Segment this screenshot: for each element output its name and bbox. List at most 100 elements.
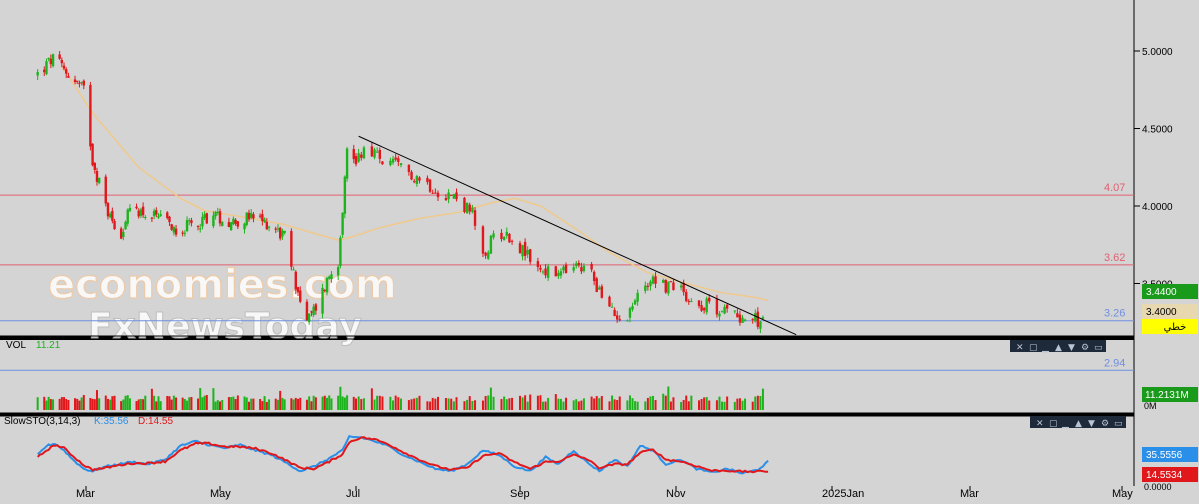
- volume-bar: [352, 396, 355, 410]
- volume-bar: [682, 399, 685, 410]
- candle-down: [431, 192, 434, 194]
- restore-icon[interactable]: ▢: [1049, 419, 1058, 429]
- settings-icon[interactable]: ⚙: [1081, 343, 1089, 353]
- volume-bar: [168, 396, 171, 410]
- volume-bar: [690, 395, 693, 410]
- candle-up: [754, 313, 757, 322]
- candle-down: [669, 281, 673, 283]
- volume-bar: [290, 398, 293, 410]
- volume-bar: [450, 398, 453, 410]
- candle-down: [544, 268, 547, 276]
- candle-down: [418, 177, 421, 181]
- volume-bar: [628, 395, 631, 410]
- close-icon[interactable]: ✕: [1016, 343, 1024, 353]
- volume-bar: [444, 398, 447, 410]
- candle-up: [307, 313, 311, 323]
- volume-bar: [590, 396, 593, 410]
- move-up-icon[interactable]: ▲: [1075, 419, 1082, 429]
- candle-down: [60, 59, 64, 64]
- maximize-icon[interactable]: ▭: [1114, 419, 1123, 429]
- volume-bar: [155, 401, 158, 410]
- volume-value-tag: 11.2131M: [1142, 387, 1198, 402]
- candle-down: [529, 249, 532, 262]
- volume-bar: [170, 399, 173, 410]
- candle-down: [78, 82, 81, 84]
- minimize-icon[interactable]: ▁: [1041, 343, 1050, 353]
- volume-bar: [337, 395, 340, 410]
- volume-bar: [139, 398, 142, 410]
- candle-up: [633, 300, 637, 305]
- volume-bar: [700, 399, 703, 410]
- move-up-icon[interactable]: ▲: [1055, 343, 1062, 353]
- candle-up: [526, 249, 529, 255]
- candle-up: [51, 54, 55, 67]
- volume-bar: [577, 401, 580, 410]
- candle-down: [664, 279, 667, 293]
- time-axis-bg: [0, 486, 1199, 504]
- volume-bar: [718, 396, 721, 410]
- candle-up: [741, 317, 744, 323]
- close-icon[interactable]: ✕: [1036, 419, 1044, 429]
- x-tick-label: Jul: [346, 488, 360, 500]
- volume-bar: [616, 400, 619, 410]
- volume-bar: [500, 399, 503, 410]
- candle-down: [236, 221, 240, 227]
- volume-bar: [751, 401, 754, 410]
- candle-up: [690, 301, 693, 303]
- candle-down: [196, 225, 200, 227]
- volume-pane-toolbar[interactable]: ✕ ▢ ▁ ▲ ▼ ⚙ ▭: [1010, 340, 1106, 353]
- candle-up: [662, 280, 665, 283]
- volume-bar: [756, 395, 759, 410]
- candle-down: [751, 318, 754, 320]
- volume-bar: [328, 395, 331, 410]
- candle-up: [628, 308, 632, 318]
- move-down-icon[interactable]: ▼: [1088, 419, 1095, 429]
- candle-down: [725, 304, 729, 309]
- volume-bar: [664, 395, 667, 410]
- volume-bar: [654, 399, 657, 410]
- volume-bar: [150, 388, 153, 410]
- candle-down: [89, 85, 92, 147]
- candle-up: [108, 213, 112, 218]
- candle-down: [166, 212, 169, 219]
- move-down-icon[interactable]: ▼: [1068, 343, 1075, 353]
- volume-bar: [736, 398, 739, 410]
- volume-bar: [434, 398, 437, 410]
- volume-bar: [468, 396, 471, 410]
- candle-down: [111, 210, 114, 221]
- candle-up: [172, 227, 176, 233]
- volume-bar: [572, 400, 575, 410]
- stoch-axis-zero: 0.0000: [1144, 482, 1172, 492]
- y-tick-label: 4.5000: [1142, 125, 1173, 136]
- volume-bar: [452, 401, 455, 410]
- candle-down: [595, 278, 598, 292]
- candle-down: [672, 282, 675, 291]
- candle-up: [362, 147, 366, 159]
- candle-down: [618, 319, 621, 321]
- volume-bar: [634, 401, 637, 410]
- candle-up: [718, 313, 721, 317]
- volume-bar: [80, 397, 83, 410]
- candle-down: [95, 171, 99, 182]
- candle-up: [221, 221, 224, 226]
- candle-up: [128, 207, 132, 211]
- maximize-icon[interactable]: ▭: [1094, 343, 1103, 353]
- candle-up: [339, 237, 342, 267]
- watermark-line2: FxNewsToday: [88, 306, 362, 347]
- stoch-pane-toolbar[interactable]: ✕ ▢ ▁ ▲ ▼ ⚙ ▭: [1030, 416, 1126, 429]
- candle-down: [600, 286, 604, 298]
- restore-icon[interactable]: ▢: [1029, 343, 1038, 353]
- volume-bar: [667, 386, 670, 410]
- candle-up: [229, 222, 233, 231]
- settings-icon[interactable]: ⚙: [1101, 419, 1109, 429]
- volume-bar: [544, 401, 547, 410]
- candle-up: [139, 209, 143, 216]
- volume-bar: [216, 400, 219, 410]
- volume-bar: [230, 397, 233, 410]
- x-tick-label: Mar: [76, 488, 95, 500]
- candle-up: [598, 287, 601, 290]
- volume-bar: [326, 397, 329, 410]
- stoch-k-line: [37, 435, 769, 475]
- minimize-icon[interactable]: ▁: [1061, 419, 1070, 429]
- candle-up: [373, 149, 376, 158]
